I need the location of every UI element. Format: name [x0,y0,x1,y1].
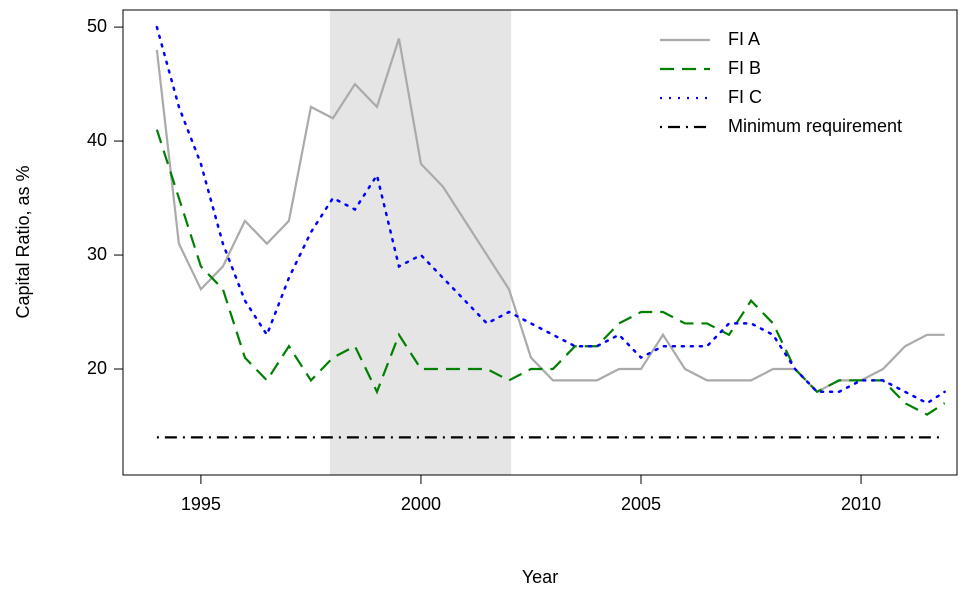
x-tick-label: 2000 [401,494,441,514]
x-axis-label: Year [522,567,558,587]
legend-label: FI B [728,58,761,78]
x-tick-label: 1995 [181,494,221,514]
y-tick-label: 50 [87,16,107,36]
y-tick-label: 40 [87,130,107,150]
x-tick-label: 2010 [841,494,881,514]
series-line [155,38,945,394]
x-tick-label: 2005 [621,494,661,514]
y-axis-label: Capital Ratio, as % [13,165,33,318]
series-line [155,25,946,405]
legend-label: FI C [728,87,762,107]
plot-frame [122,9,958,476]
y-tick-label: 20 [87,358,107,378]
shaded-region [329,10,512,475]
legend-label: Minimum requirement [728,116,902,136]
y-tick-label: 30 [87,244,107,264]
series-line [155,129,946,416]
legend-label: FI A [728,29,760,49]
